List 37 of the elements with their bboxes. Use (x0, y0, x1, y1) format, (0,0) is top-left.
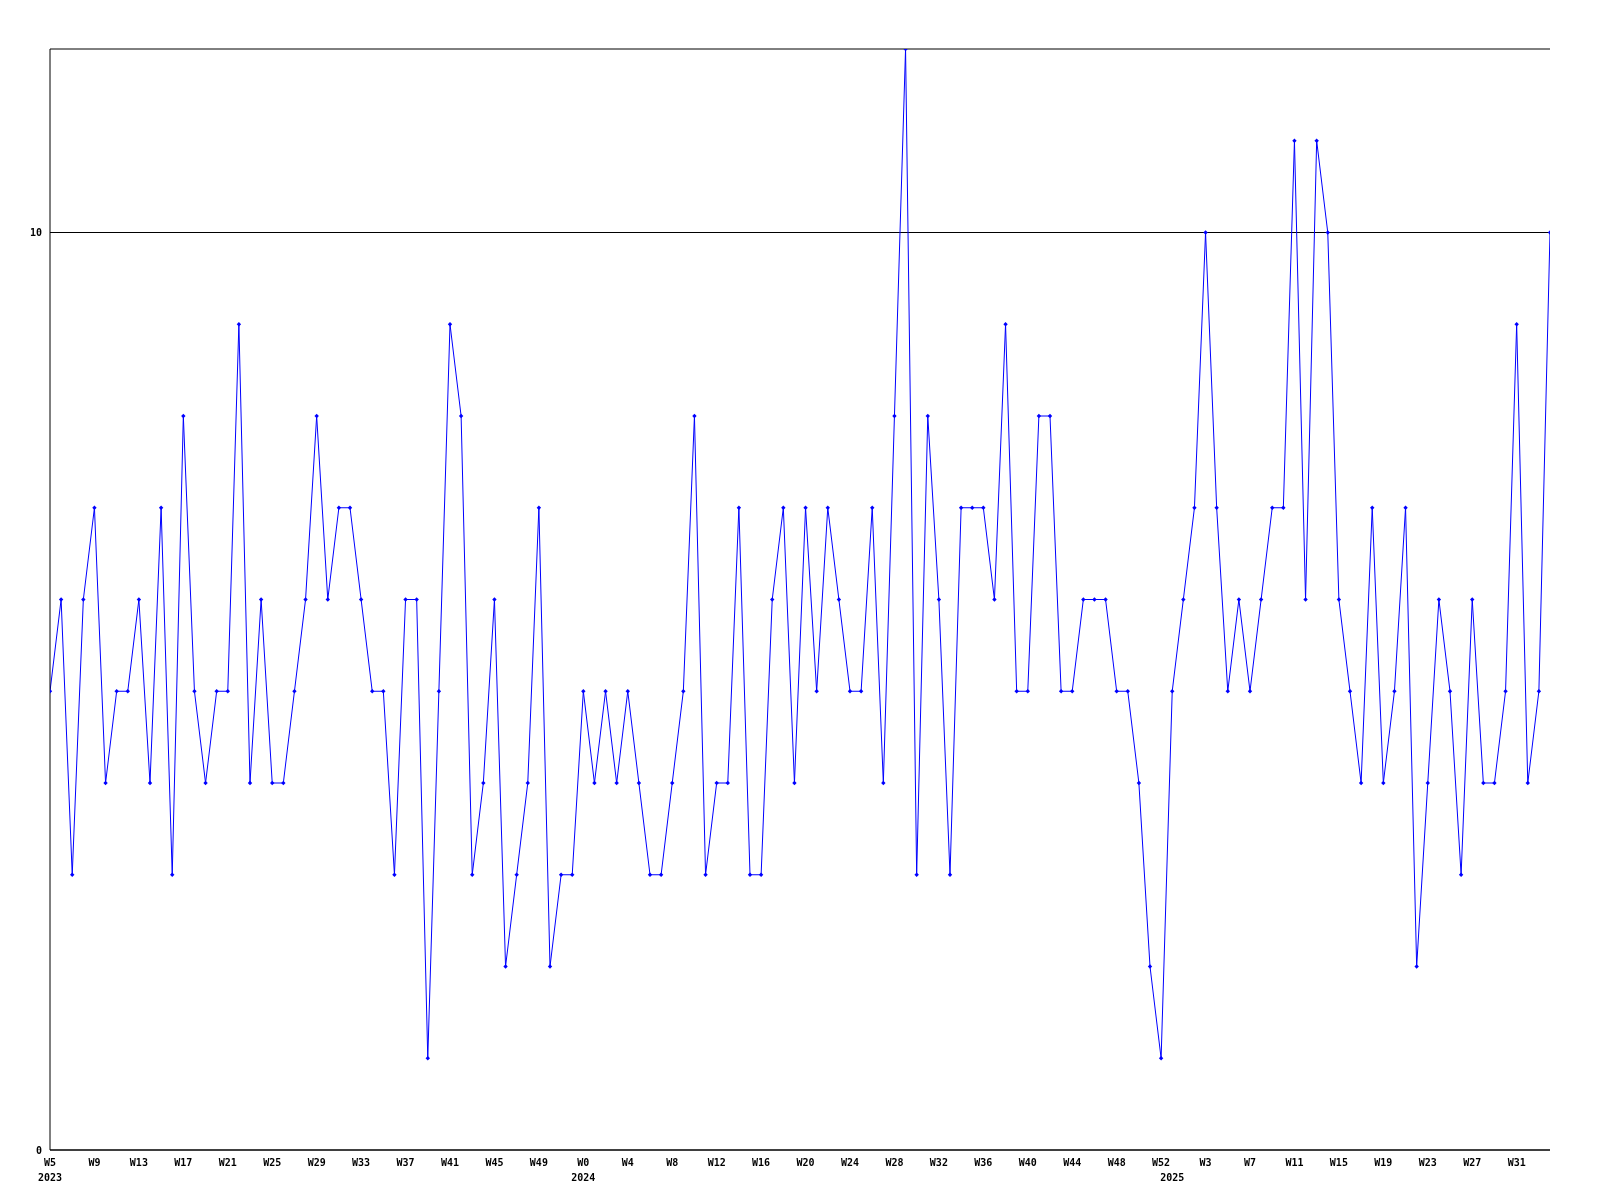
x-tick-label: W20 (796, 1157, 815, 1168)
x-tick-label: W15 (1329, 1157, 1348, 1168)
x-tick-label: W4 (621, 1157, 634, 1168)
x-tick-label: W0 2024 (571, 1157, 596, 1183)
x-tick-label: W7 (1243, 1157, 1257, 1168)
x-tick-label: W49 (529, 1157, 548, 1168)
x-tick-label: W37 (396, 1157, 415, 1168)
x-tick-label: W25 (263, 1157, 282, 1168)
x-tick-label: W45 (485, 1157, 504, 1168)
x-tick-label: W5 2023 (37, 1157, 63, 1183)
x-tick-label: W48 (1107, 1157, 1126, 1168)
x-tick-label: W32 (929, 1157, 948, 1168)
x-tick-label: W31 (1507, 1157, 1526, 1168)
x-tick-label: W17 (174, 1157, 193, 1168)
x-tick-label: W19 (1374, 1157, 1393, 1168)
x-tick-label: W16 (752, 1157, 771, 1168)
x-tick-label: W29 (307, 1157, 326, 1168)
x-tick-label: W12 (707, 1157, 726, 1168)
y-tick-label: 0 (35, 1144, 42, 1156)
x-tick-label: 2025 (1160, 1172, 1185, 1183)
x-tick-label: W52 (1152, 1157, 1171, 1168)
y-tick-label: 10 (29, 227, 42, 239)
x-tick-label: W9 (88, 1157, 101, 1168)
x-tick-label: W33 (352, 1157, 371, 1168)
x-tick-label: W11 (1285, 1157, 1304, 1168)
x-tick-label: W27 (1463, 1157, 1482, 1168)
x-tick-label: W8 (666, 1157, 679, 1168)
x-tick-label: W41 (440, 1157, 460, 1168)
x-tick-label: W28 (885, 1157, 904, 1168)
x-tick-label: W44 (1063, 1157, 1082, 1168)
x-tick-label: W23 (1418, 1157, 1437, 1168)
x-tick-label: W36 (974, 1157, 993, 1168)
x-tick-label: W3 (1199, 1157, 1212, 1168)
x-tick-label: W40 (1018, 1157, 1037, 1168)
x-tick-label: W24 (840, 1157, 860, 1168)
x-tick-label: W13 (129, 1157, 148, 1168)
x-tick-label: W21 (218, 1157, 237, 1168)
